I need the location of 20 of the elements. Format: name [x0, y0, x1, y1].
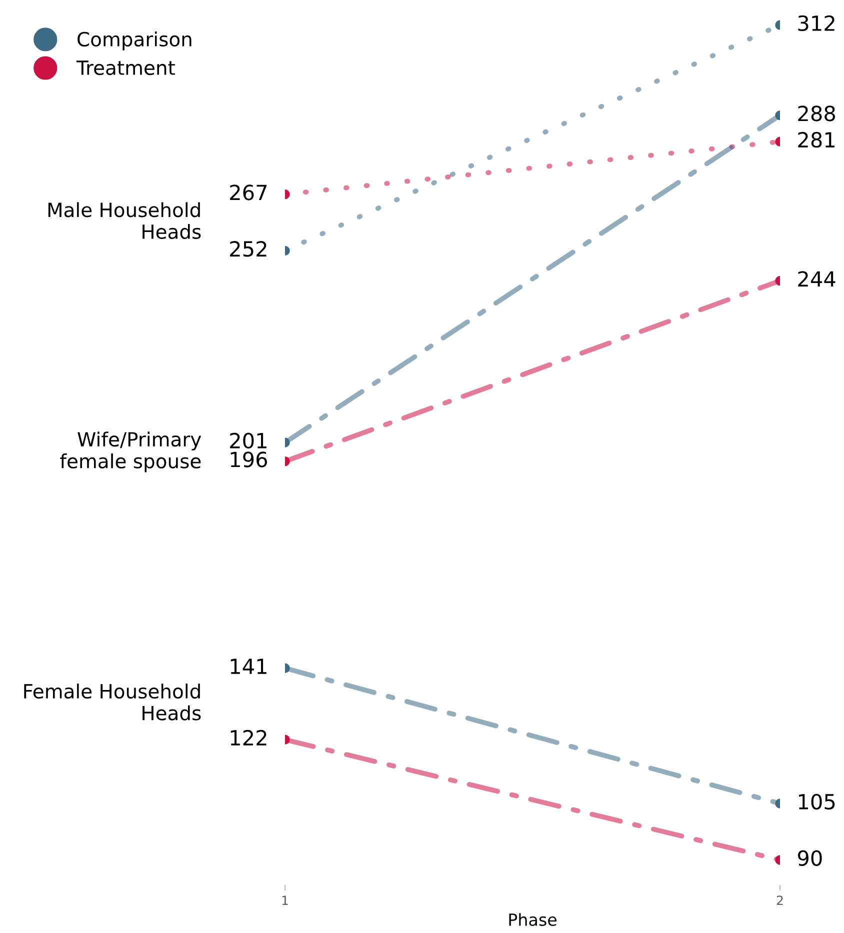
- data-label: 312: [798, 15, 834, 32]
- data-label: 288: [798, 106, 836, 122]
- annotation: Male Household Heads: [48, 202, 201, 240]
- annotation: Wife/Primary female spouse: [60, 432, 202, 472]
- data-label: 196: [230, 452, 268, 468]
- x-tick-label: 2: [776, 896, 783, 905]
- data-label: 141: [230, 658, 266, 674]
- data-label: 252: [230, 240, 266, 257]
- data-label: 267: [230, 184, 267, 200]
- legend-label: Treatment: [76, 60, 175, 76]
- data-label: 201: [230, 432, 266, 449]
- data-label: 281: [798, 132, 835, 148]
- data-label: 244: [798, 271, 836, 287]
- annotation: Female Household Heads: [24, 684, 201, 720]
- x-tick-label: 1: [282, 896, 288, 905]
- data-label: 122: [230, 730, 266, 746]
- data-label: 90: [798, 850, 822, 866]
- legend-label: Comparison: [78, 31, 192, 50]
- x-axis-title: Phase: [509, 913, 556, 926]
- data-label: 105: [798, 794, 835, 810]
